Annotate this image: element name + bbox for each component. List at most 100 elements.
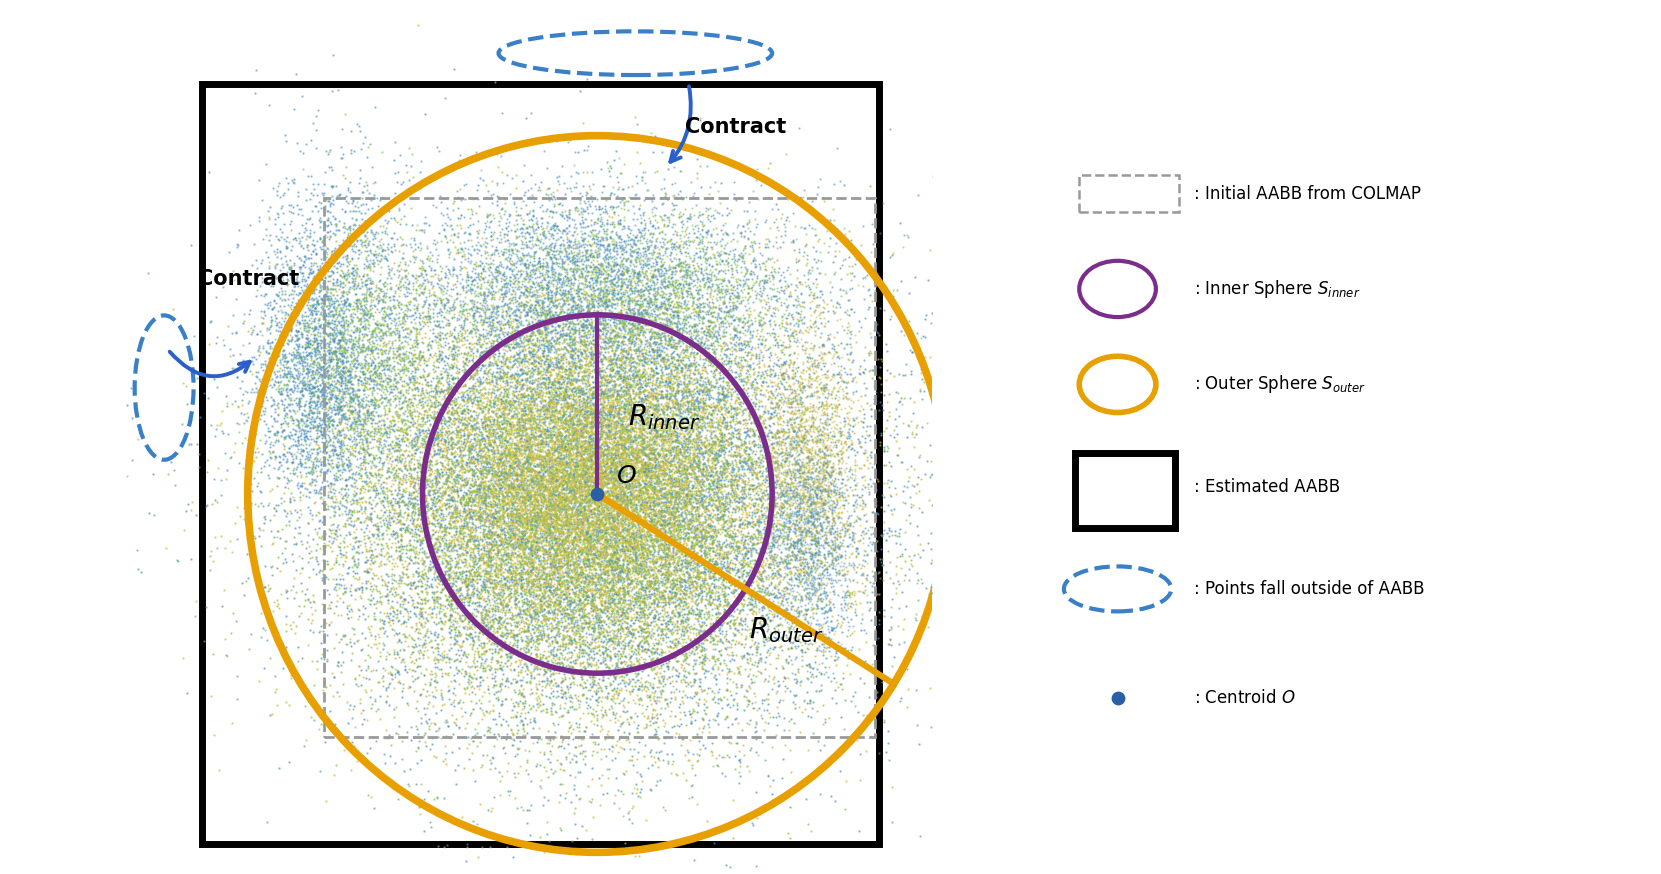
Point	[389, 593, 415, 607]
Point	[684, 391, 711, 405]
Point	[952, 451, 978, 465]
Point	[586, 461, 613, 475]
Point	[601, 592, 628, 606]
Point	[600, 335, 626, 349]
Point	[860, 237, 887, 251]
Point	[681, 393, 708, 407]
Point	[576, 398, 603, 412]
Point	[835, 489, 862, 503]
Point	[752, 461, 779, 475]
Point	[761, 561, 787, 575]
Point	[636, 426, 663, 440]
Point	[538, 500, 565, 514]
Point	[546, 546, 573, 560]
Point	[274, 377, 301, 391]
Point	[821, 653, 847, 667]
Point	[548, 244, 575, 258]
Point	[580, 589, 606, 603]
Point	[703, 434, 729, 447]
Point	[601, 521, 628, 535]
Point	[502, 393, 528, 407]
Point	[586, 467, 613, 481]
Point	[517, 476, 543, 490]
Point	[500, 446, 527, 460]
Point	[633, 531, 659, 545]
Point	[827, 368, 854, 382]
Point	[427, 413, 453, 427]
Point	[576, 398, 603, 412]
Point	[530, 534, 556, 548]
Point	[879, 592, 905, 606]
Point	[626, 574, 653, 588]
Point	[463, 512, 490, 526]
Point	[570, 541, 596, 555]
Point	[545, 471, 571, 485]
Point	[817, 420, 844, 434]
Point	[407, 475, 434, 489]
Point	[591, 493, 618, 507]
Point	[601, 471, 628, 485]
Point	[490, 614, 517, 628]
Point	[392, 459, 419, 473]
Point	[654, 281, 681, 295]
Point	[583, 323, 610, 336]
Point	[578, 545, 605, 558]
Point	[545, 274, 571, 288]
Point	[470, 490, 497, 504]
Point	[532, 511, 558, 525]
Point	[708, 285, 734, 299]
Point	[782, 434, 809, 447]
Point	[668, 581, 694, 595]
Point	[362, 394, 389, 408]
Point	[613, 523, 639, 537]
Point	[641, 491, 668, 505]
Point	[535, 502, 561, 516]
Point	[540, 413, 566, 427]
Point	[538, 508, 565, 522]
Point	[513, 512, 540, 526]
Point	[455, 572, 482, 586]
Point	[623, 461, 649, 475]
Point	[424, 432, 450, 446]
Point	[566, 390, 593, 404]
Point	[737, 345, 764, 359]
Point	[679, 434, 706, 447]
Point	[601, 606, 628, 620]
Point	[492, 458, 518, 472]
Point	[352, 353, 379, 367]
Point	[395, 350, 422, 364]
Point	[568, 562, 595, 576]
Point	[478, 487, 505, 501]
Point	[548, 465, 575, 479]
Point	[767, 338, 794, 352]
Point	[737, 597, 764, 611]
Point	[686, 672, 713, 686]
Point	[546, 489, 573, 503]
Point	[575, 453, 601, 467]
Point	[664, 515, 691, 529]
Point	[336, 442, 362, 456]
Point	[450, 299, 477, 313]
Point	[344, 493, 370, 507]
Point	[272, 695, 299, 709]
Point	[467, 542, 493, 556]
Point	[580, 523, 606, 537]
Point	[708, 400, 734, 414]
Point	[606, 425, 633, 439]
Point	[419, 563, 445, 577]
Point	[558, 436, 585, 450]
Point	[630, 357, 656, 371]
Point	[390, 475, 417, 489]
Point	[286, 399, 312, 413]
Point	[553, 389, 580, 403]
Point	[726, 291, 752, 305]
Point	[749, 322, 776, 336]
Point	[659, 337, 686, 351]
Point	[716, 302, 742, 316]
Point	[375, 310, 402, 324]
Point	[571, 458, 598, 472]
Point	[535, 453, 561, 467]
Point	[468, 317, 495, 331]
Point	[432, 270, 458, 284]
Point	[648, 475, 674, 489]
